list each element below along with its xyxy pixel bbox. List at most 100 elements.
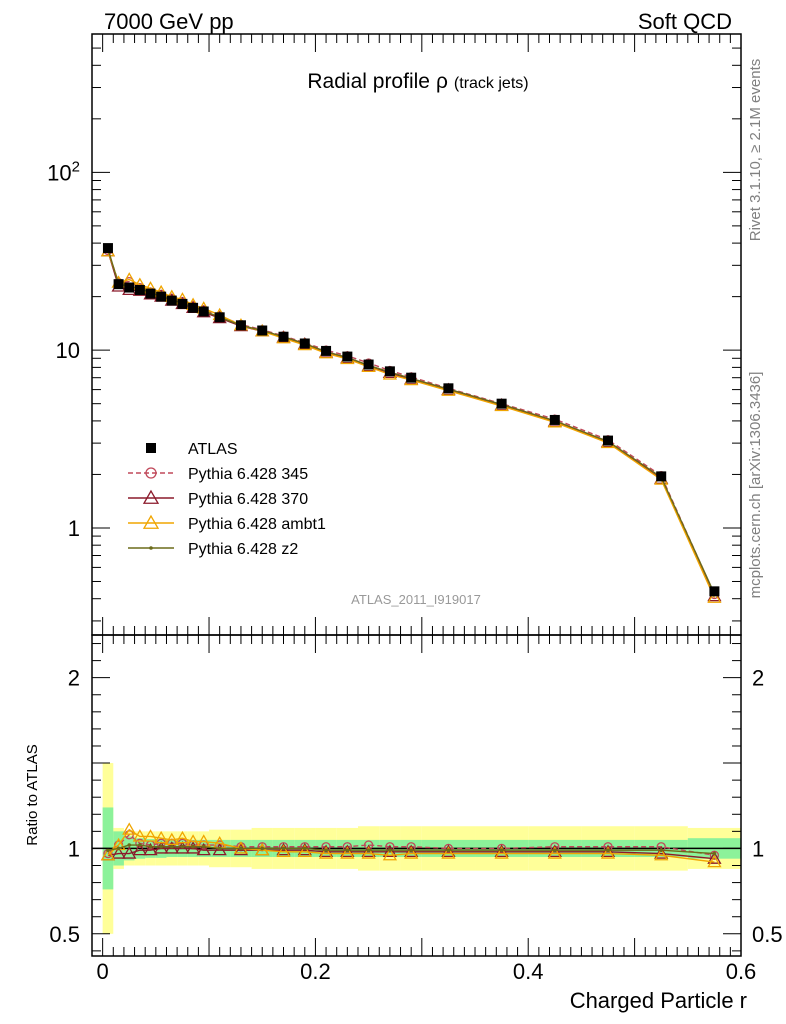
ratio-series-marker	[143, 829, 158, 842]
ratio-series-marker	[175, 841, 190, 854]
data-point	[156, 291, 167, 302]
main-y-tick-label-exponent: 2	[72, 158, 80, 175]
x-axis-label: Charged Particle r	[570, 988, 747, 1013]
main-y-tick-label: 10	[56, 338, 80, 363]
data-point	[145, 288, 156, 299]
ratio-series-marker	[260, 846, 265, 851]
ratio-series-marker	[600, 844, 616, 857]
ratio-series-marker	[707, 854, 722, 868]
main-series-marker	[707, 590, 722, 603]
ratio-series-marker	[409, 848, 413, 852]
ratio-series-marker	[382, 844, 398, 857]
legend-marker	[142, 514, 160, 529]
header-left-label: 7000 GeV pp	[104, 9, 234, 34]
chart-title-suffix: (track jets)	[454, 75, 529, 92]
data-point	[549, 414, 560, 425]
data-point	[603, 435, 614, 446]
legend-label: Pythia 6.428 ambt1	[188, 516, 326, 533]
x-tick-label: 0	[97, 959, 109, 984]
main-y-tick-label-base: 1	[68, 516, 80, 541]
ratio-y-tick-label-right: 1	[752, 836, 764, 861]
legend: ATLAS Pythia 6.428 345 Pythia 6.428 370 Pyt…	[128, 441, 326, 558]
ratio-series-marker	[600, 846, 616, 859]
main-y-tick-label: 1	[68, 516, 80, 541]
ratio-series-marker	[345, 848, 350, 852]
ratio-series-marker	[122, 822, 137, 835]
data-point	[166, 295, 177, 306]
ratio-series-marker	[154, 830, 169, 844]
legend-label: Pythia 6.428 345	[188, 466, 308, 483]
main-y-tick-label: 102	[47, 158, 80, 185]
ratio-series-marker	[441, 846, 456, 859]
ratio-y-tick-label-right: 2	[752, 666, 764, 691]
ratio-series-marker	[154, 841, 169, 854]
ratio-series-marker	[276, 842, 291, 856]
ratio-series-marker	[217, 846, 222, 851]
data-point	[124, 282, 135, 293]
ratio-series-marker	[276, 844, 291, 857]
legend-label: Pythia 6.428 370	[188, 491, 308, 508]
ratio-series-marker	[106, 848, 110, 852]
ratio-series-marker	[122, 846, 137, 859]
ratio-y-tick-label: 2	[68, 666, 80, 691]
ratio-y-tick-label: 1	[68, 836, 80, 861]
x-tick-label: 0.4	[513, 959, 544, 984]
ratio-series-marker	[185, 841, 201, 854]
ratio-series-marker	[318, 846, 334, 859]
ratio-series-marker	[446, 848, 451, 852]
data-point	[113, 279, 124, 290]
ratio-series-marker	[707, 851, 722, 864]
data-point	[709, 586, 720, 597]
chart-title-symbol: ρ	[436, 70, 448, 93]
data-point	[299, 338, 310, 349]
x-tick-label: 0.2	[300, 959, 331, 984]
ratio-series-marker	[196, 842, 211, 856]
ratio-series-marker	[709, 850, 720, 860]
x-tick-label: 0.6	[726, 959, 757, 984]
ratio-y-tick-label: 0.5	[49, 922, 80, 947]
ratio-series-marker	[164, 832, 179, 846]
ratio-series-marker	[297, 844, 312, 857]
data-point	[198, 306, 209, 317]
ratio-series-marker	[132, 842, 147, 856]
ratio-series-marker	[169, 844, 174, 849]
ratio-series-marker	[233, 841, 249, 854]
ratio-series-marker	[361, 844, 376, 857]
data-point	[496, 398, 507, 409]
ratio-series-marker	[404, 844, 419, 857]
watermark-label: ATLAS_2011_I919017	[351, 592, 481, 607]
data-point	[102, 243, 113, 254]
ratio-series-marker	[191, 844, 195, 849]
ratio-series-marker	[116, 846, 121, 851]
ratio-series-marker	[499, 848, 504, 852]
data-point	[384, 366, 395, 377]
data-point	[656, 471, 667, 482]
ratio-series-marker	[143, 842, 158, 856]
ratio-y-axis-label: Ratio to ATLAS	[24, 744, 41, 845]
ratio-series-marker	[404, 846, 419, 859]
main-y-tick-label-base: 10	[56, 338, 80, 363]
ratio-series-marker	[606, 848, 610, 852]
ratio-series-marker	[111, 846, 126, 859]
ratio-series-marker	[494, 846, 509, 859]
ratio-series-line	[107, 833, 715, 856]
ratio-series-marker	[361, 846, 376, 859]
ratio-series-line	[107, 828, 715, 863]
ratio-series-marker	[297, 842, 312, 856]
ratio-series-marker	[239, 846, 243, 851]
rivet-label: Rivet 3.1.10, ≥ 2.1M events	[747, 59, 764, 242]
ratio-series-marker	[159, 844, 163, 849]
ratio-series-marker	[324, 848, 328, 852]
chart-title: Radial profile ρ (track jets)	[307, 70, 528, 93]
ratio-y-tick-label-right: 0.5	[752, 922, 783, 947]
ratio-series-marker	[547, 846, 562, 859]
data-point	[235, 320, 246, 331]
data-point	[342, 351, 353, 362]
ratio-series-marker	[340, 846, 355, 859]
ratio-series-marker	[180, 844, 185, 849]
main-y-tick-label-base: 10	[47, 160, 71, 185]
ratio-series-marker	[388, 848, 392, 852]
ratio-series-marker	[255, 842, 270, 856]
